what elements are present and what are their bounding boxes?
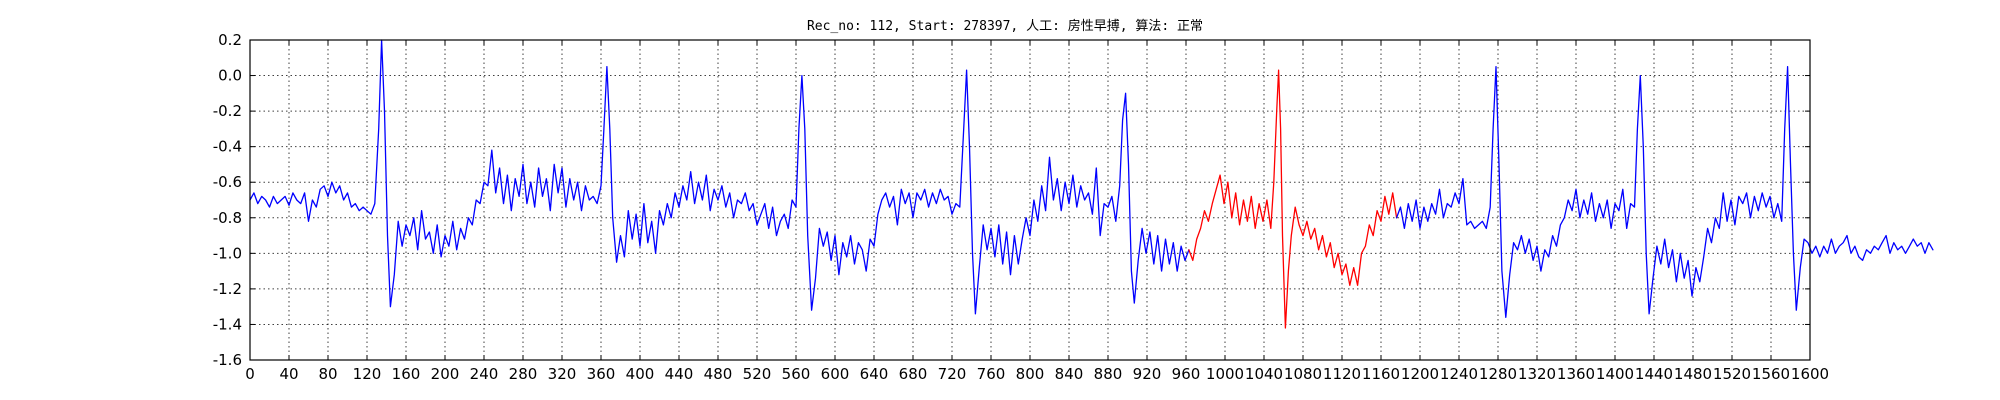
- x-tick-label: 120: [353, 365, 382, 383]
- x-tick-label: 680: [899, 365, 928, 383]
- x-tick-label: 760: [977, 365, 1006, 383]
- x-tick-label: 1040: [1245, 365, 1283, 383]
- y-tick-label: -0.4: [213, 138, 242, 156]
- x-tick-label: 520: [743, 365, 772, 383]
- x-tick-label: 320: [548, 365, 577, 383]
- x-tick-label: 880: [1094, 365, 1123, 383]
- y-tick-label: -0.6: [213, 173, 242, 191]
- y-tick-label: -1.4: [213, 315, 242, 333]
- x-tick-label: 1200: [1401, 365, 1439, 383]
- plot-area: [249, 39, 1811, 361]
- y-tick-label: -0.8: [213, 209, 242, 227]
- x-tick-label: 1400: [1596, 365, 1634, 383]
- x-tick-label: 560: [782, 365, 811, 383]
- grid: [250, 40, 1810, 360]
- x-tick-label: 40: [279, 365, 298, 383]
- y-tick-label: -1.2: [213, 280, 242, 298]
- y-tick-label: -1.6: [213, 351, 242, 369]
- x-tick-label: 80: [318, 365, 337, 383]
- x-axis: 0 40 80 120 160 200 240 280 320 360 400 440 480 520 56…: [245, 40, 1829, 383]
- x-tick-label: 1320: [1518, 365, 1556, 383]
- x-tick-label: 640: [860, 365, 889, 383]
- x-tick-label: 1440: [1635, 365, 1673, 383]
- x-tick-label: 1360: [1557, 365, 1595, 383]
- x-tick-label: 720: [938, 365, 967, 383]
- y-tick-label: -0.2: [213, 102, 242, 120]
- y-tick-label: 0.2: [218, 31, 242, 49]
- x-tick-label: 480: [704, 365, 733, 383]
- x-tick-label: 200: [431, 365, 460, 383]
- y-tick-label: -1.0: [213, 244, 242, 262]
- y-tick-label: 0.0: [218, 67, 242, 85]
- series-line-2: [1188, 69, 1398, 329]
- x-tick-label: 600: [821, 365, 850, 383]
- x-tick-label: 360: [587, 365, 616, 383]
- x-tick-label: 800: [1016, 365, 1045, 383]
- chart-title: Rec_no: 112, Start: 278397, 人工: 房性早搏, 算法…: [807, 18, 1203, 34]
- x-tick-label: 840: [1055, 365, 1084, 383]
- x-tick-label: 1520: [1713, 365, 1751, 383]
- x-tick-label: 1000: [1206, 365, 1244, 383]
- series-line-3: [1395, 66, 1934, 318]
- x-tick-label: 960: [1172, 365, 1201, 383]
- x-tick-label: 160: [392, 365, 421, 383]
- series-group: [249, 39, 1934, 329]
- x-tick-label: 920: [1133, 365, 1162, 383]
- x-tick-label: 0: [245, 365, 255, 383]
- x-tick-label: 440: [665, 365, 694, 383]
- x-tick-label: 1080: [1284, 365, 1322, 383]
- x-tick-label: 1600: [1791, 365, 1829, 383]
- x-tick-label: 240: [470, 365, 499, 383]
- x-tick-label: 400: [626, 365, 655, 383]
- x-tick-label: 1160: [1362, 365, 1400, 383]
- x-tick-label: 1280: [1479, 365, 1517, 383]
- y-axis: 0.2 0.0 -0.2 -0.4 -0.6 -0.8 -1.0 -1.2 -1.4 -1.6: [213, 31, 1810, 369]
- x-tick-label: 1560: [1752, 365, 1790, 383]
- x-tick-label: 280: [509, 365, 538, 383]
- x-tick-label: 1120: [1323, 365, 1361, 383]
- series-line-1: [249, 39, 1190, 315]
- x-tick-label: 1240: [1440, 365, 1478, 383]
- x-tick-label: 1480: [1674, 365, 1712, 383]
